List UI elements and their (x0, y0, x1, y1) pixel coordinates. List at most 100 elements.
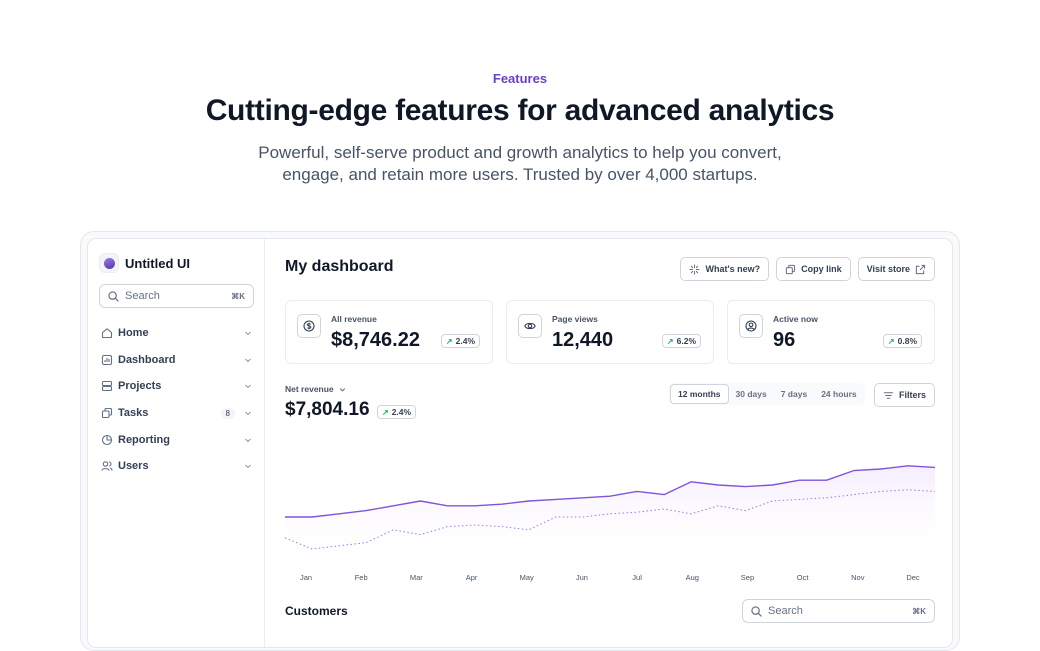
sidebar-item-users[interactable]: Users (101, 453, 253, 480)
trend-badge: ↗ 6.2% (661, 334, 701, 348)
search-icon (108, 290, 119, 302)
range-tab-30-days[interactable]: 30 days (735, 389, 767, 399)
trend-badge: ↗ 0.8% (882, 334, 922, 348)
search-icon (751, 605, 762, 617)
sidebar-item-label: Users (118, 460, 149, 473)
stat-value: 96 (773, 329, 796, 351)
user-circle-icon (739, 314, 763, 338)
copy-icon (785, 264, 796, 274)
customers-search-input[interactable]: Search ⌘K (742, 599, 935, 623)
x-tick-label: Dec (906, 573, 920, 582)
chevron-down-icon (245, 464, 251, 469)
x-tick-label: May (520, 573, 534, 582)
bar-chart-icon (101, 354, 113, 366)
x-tick-label: Apr (466, 573, 478, 582)
time-range-selector: 12 months 30 days 7 days 24 hours (669, 383, 865, 405)
x-tick-label: Oct (797, 573, 810, 582)
main-content: My dashboard What's new? Copy link Visit… (266, 239, 952, 647)
stat-card-all-revenue: All revenue $8,746.22 ↗ 2.4% (285, 300, 493, 364)
eye-icon (518, 314, 542, 338)
users-icon (101, 460, 113, 472)
sidebar-search-input[interactable]: Search ⌘K (99, 284, 254, 308)
filters-label: Filters (898, 390, 926, 400)
sidebar-item-tasks[interactable]: Tasks 8 (101, 400, 253, 427)
trend-value: 2.4% (455, 336, 475, 346)
chevron-down-icon (245, 358, 251, 363)
sidebar-item-home[interactable]: Home (101, 320, 253, 347)
sidebar-item-label: Projects (118, 380, 162, 393)
sparkle-icon (689, 263, 701, 275)
net-revenue-dropdown[interactable]: Net revenue (285, 384, 347, 394)
stat-label: Page views (552, 314, 598, 324)
shortcut-hint: ⌘K (231, 291, 245, 301)
search-placeholder: Search (125, 290, 160, 302)
net-revenue-chart: Jan Feb Mar Apr May Jun Jul Aug Sep Oct Nov Dec (285, 465, 935, 582)
range-tab-12-months[interactable]: 12 months (670, 384, 729, 404)
net-revenue-value: $7,804.16 (285, 399, 370, 420)
header-actions: What's new? Copy link Visit store (680, 257, 935, 281)
x-tick-label: Feb (355, 573, 368, 582)
sidebar-item-dashboard[interactable]: Dashboard (101, 347, 253, 374)
arrow-up-right-icon: ↗ (445, 336, 453, 346)
stat-value: $8,746.22 (331, 329, 420, 351)
dashboard-window: Untitled UI Search ⌘K Home Dashboard Pro… (87, 238, 953, 648)
section-subcopy: Powerful, self-serve product and growth … (258, 143, 782, 184)
stat-cards: All revenue $8,746.22 ↗ 2.4% Page views 1… (285, 300, 935, 364)
brand-name: Untitled UI (125, 255, 190, 271)
stat-label: All revenue (331, 314, 377, 324)
tasks-count-badge: 8 (220, 407, 235, 419)
copy-link-label: Copy link (801, 264, 842, 274)
x-tick-label: Jul (632, 573, 642, 582)
whats-new-button[interactable]: What's new? (680, 257, 770, 281)
copy-icon (101, 407, 113, 419)
filter-lines-icon (883, 391, 894, 399)
x-tick-label: Nov (851, 573, 865, 582)
brand[interactable]: Untitled UI (99, 253, 190, 273)
section-eyebrow: Features (492, 71, 548, 86)
chevron-down-icon (339, 387, 345, 392)
stat-label: Active now (773, 314, 818, 324)
whats-new-label: What's new? (705, 264, 761, 274)
x-tick-label: Jun (576, 573, 588, 582)
shortcut-hint: ⌘K (912, 606, 926, 616)
home-icon (101, 327, 113, 339)
chevron-down-icon (245, 385, 251, 389)
trend-badge: ↗ 2.4% (440, 334, 480, 348)
x-tick-label: Sep (741, 573, 754, 582)
filters-button[interactable]: Filters (873, 383, 935, 407)
search-placeholder: Search (768, 605, 803, 617)
visit-store-button[interactable]: Visit store (857, 257, 935, 281)
arrow-up-right-icon: ↗ (382, 407, 389, 417)
trend-value: 0.8% (897, 336, 917, 346)
arrow-up-right-icon: ↗ (887, 336, 895, 346)
net-revenue-label: Net revenue (285, 384, 334, 394)
x-tick-label: Mar (410, 573, 423, 582)
logo-icon (99, 253, 119, 273)
section-headline: Cutting-edge features for advanced analy… (205, 94, 835, 127)
sidebar-item-projects[interactable]: Projects (101, 373, 253, 400)
chevron-down-icon (245, 331, 251, 336)
currency-icon (297, 314, 321, 338)
range-tab-24-hours[interactable]: 24 hours (821, 389, 857, 399)
sidebar-item-label: Dashboard (118, 353, 176, 366)
pie-chart-icon (101, 434, 113, 446)
chevron-down-icon (245, 438, 251, 443)
x-tick-label: Aug (686, 573, 699, 582)
trend-value: 2.4% (391, 407, 412, 417)
sidebar: Untitled UI Search ⌘K Home Dashboard Pro… (88, 239, 265, 647)
series-line-secondary (285, 489, 935, 550)
sidebar-nav: Home Dashboard Projects Tasks 8 (101, 320, 253, 480)
sidebar-item-reporting[interactable]: Reporting (101, 426, 253, 453)
stat-card-page-views: Page views 12,440 ↗ 6.2% (506, 300, 714, 364)
chevron-down-icon (245, 411, 251, 416)
page-title: My dashboard (285, 258, 394, 275)
external-link-icon (915, 264, 926, 274)
range-tab-7-days[interactable]: 7 days (780, 389, 808, 399)
sidebar-item-label: Home (118, 327, 149, 340)
stat-value: 12,440 (552, 329, 614, 351)
arrow-up-right-icon: ↗ (666, 336, 674, 346)
copy-link-button[interactable]: Copy link (776, 257, 851, 281)
visit-store-label: Visit store (866, 264, 910, 274)
stat-card-active-now: Active now 96 ↗ 0.8% (727, 300, 935, 364)
trend-value: 6.2% (676, 336, 696, 346)
